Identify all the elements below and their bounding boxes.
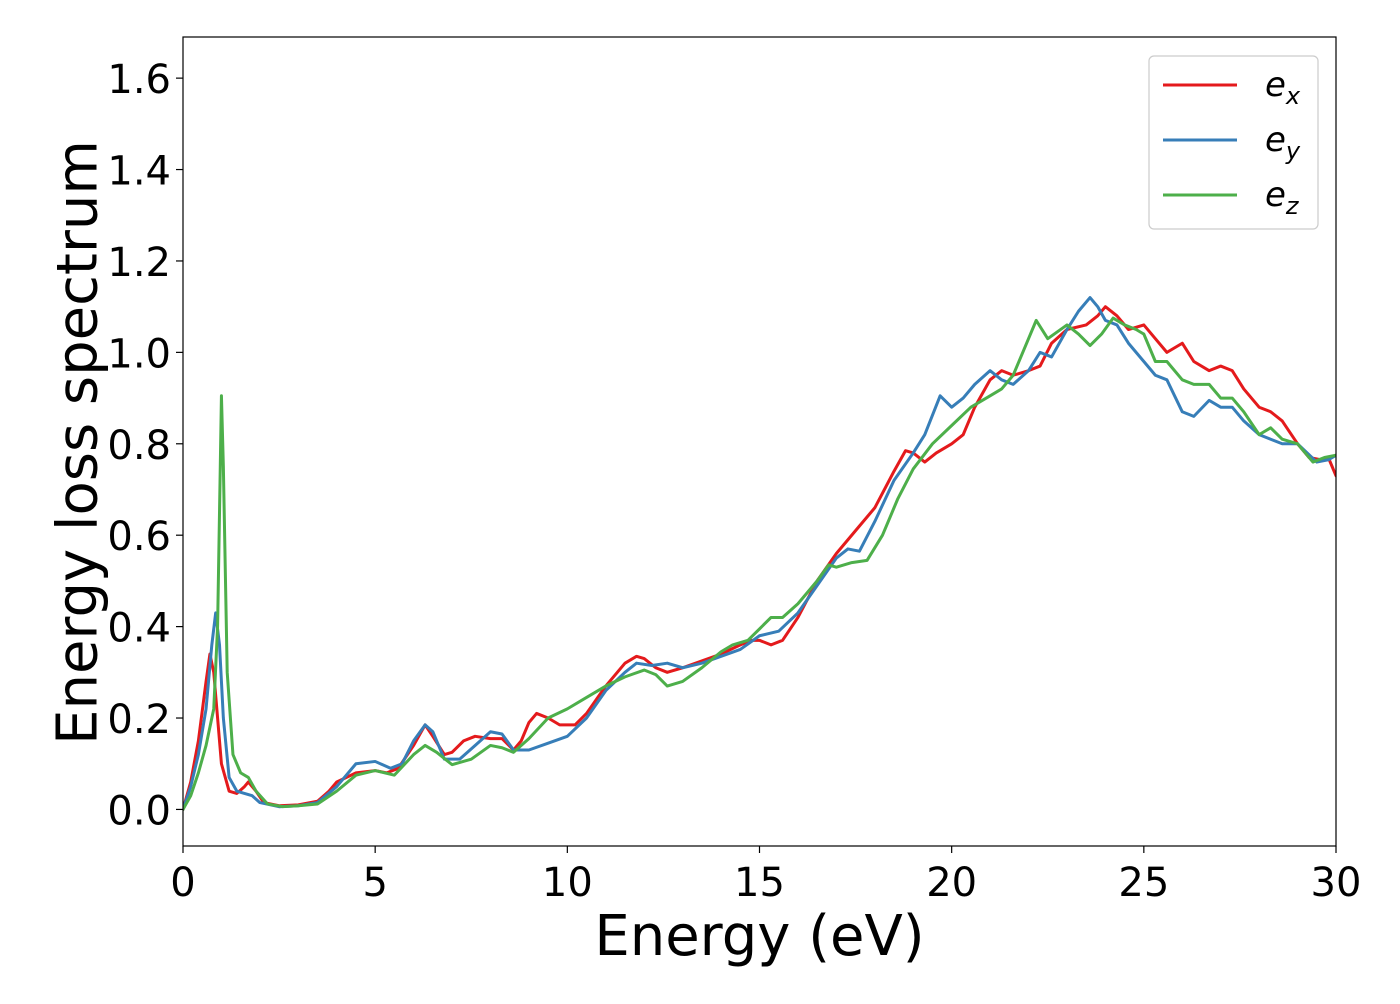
y-tick-label: 0.0 (107, 788, 171, 834)
x-tick-label: 25 (1118, 860, 1169, 906)
x-tick-label: 0 (170, 860, 195, 906)
plot-background (183, 37, 1336, 846)
x-tick-label: 10 (542, 860, 593, 906)
legend-subscript: y (1285, 137, 1301, 165)
x-tick-label: 15 (734, 860, 785, 906)
y-tick-label: 0.6 (107, 514, 171, 560)
y-axis-label: Energy loss spectrum (46, 140, 111, 745)
legend-label-x: ex (1265, 65, 1301, 110)
y-tick-label: 1.0 (107, 331, 171, 377)
x-tick-label: 5 (362, 860, 387, 906)
legend-subscript: z (1285, 192, 1300, 220)
x-axis-label: Energy (eV) (594, 904, 924, 969)
axes-layer: 0 5 10 15 20 25 30 0.0 0.2 0.4 0.6 0.8 1.0 1.2 1.4 1.6 (107, 36, 1362, 906)
y-tick-label: 0.2 (107, 697, 171, 743)
x-tick-label: 20 (926, 860, 977, 906)
y-tick-label: 1.6 (107, 57, 171, 103)
y-tick-label: 0.8 (107, 423, 171, 469)
y-tick-label: 1.2 (107, 240, 171, 286)
y-tick-label: 0.4 (107, 606, 171, 652)
series-layer (183, 296, 1336, 811)
y-tick-label: 1.4 (107, 149, 171, 195)
legend-subscript: x (1285, 82, 1301, 110)
series-line-z (183, 316, 1336, 811)
x-tick-label: 30 (1311, 860, 1362, 906)
legend-box (1148, 55, 1319, 230)
plot-area (183, 37, 1336, 846)
